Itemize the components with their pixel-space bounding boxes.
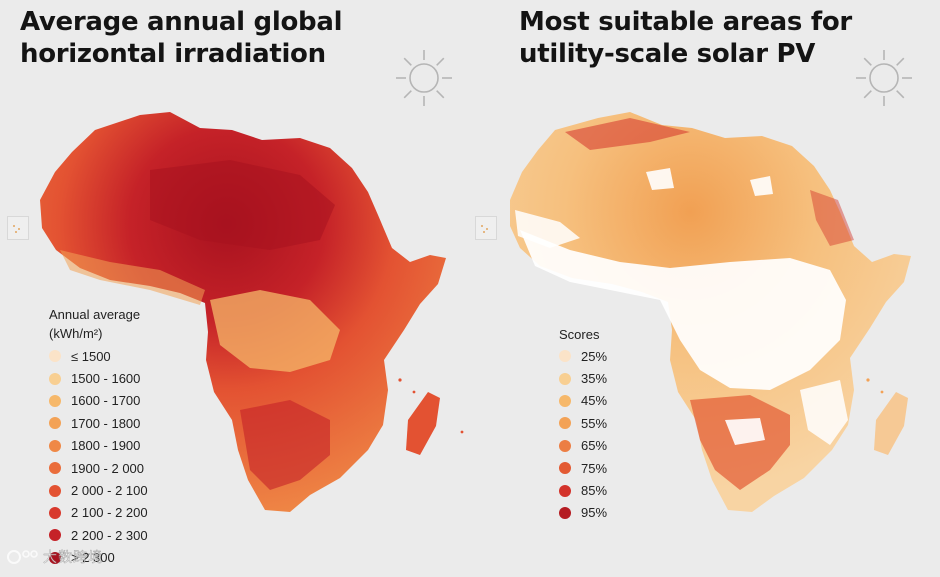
sahara-core	[150, 160, 335, 250]
irradiation-panel: Average annual global horizontal irradia…	[7, 6, 464, 569]
sahara-white-patch	[646, 168, 674, 190]
unsuitable-southeast	[800, 380, 848, 445]
madagascar	[874, 392, 908, 455]
legend-item: 85%	[559, 479, 607, 501]
island-inset-box	[7, 216, 29, 240]
watermark-text: 大数跨境	[43, 549, 103, 565]
legend-swatch	[559, 506, 571, 519]
sun-icon	[856, 50, 912, 106]
kalahari-white	[725, 418, 765, 445]
suitability-title-line1: Most suitable areas for	[519, 7, 852, 37]
legend-label: 55%	[581, 415, 608, 431]
legend-item: 65%	[559, 435, 607, 457]
unsuitable-central-belt	[520, 230, 846, 390]
legend-swatch	[49, 372, 61, 385]
legend-item: 1800 - 1900	[49, 435, 148, 457]
north-coast-high	[565, 118, 690, 150]
island-dot	[866, 378, 870, 382]
legend-label: 2 200 - 2 300	[71, 527, 148, 543]
legend-swatch	[559, 372, 571, 385]
irradiation-africa-map	[40, 112, 464, 512]
legend-swatch	[559, 484, 571, 497]
legend-item: 75%	[559, 457, 607, 479]
legend-label: 1500 - 1600	[71, 371, 141, 387]
legend-item: 1900 - 2 000	[49, 457, 148, 479]
suitability-africa-map	[510, 112, 911, 512]
legend-label: 85%	[581, 483, 608, 499]
legend-label: 2 000 - 2 100	[71, 483, 148, 499]
legend-label: 25%	[581, 348, 608, 364]
legend-swatch	[49, 506, 61, 519]
legend-label: 95%	[581, 505, 608, 521]
legend-swatch	[49, 350, 61, 363]
sahara-white-patch	[750, 176, 773, 196]
legend-item: 1500 - 1600	[49, 367, 148, 389]
legend-label: 65%	[581, 438, 608, 454]
gulf-coast-band	[60, 250, 205, 305]
sun-icon	[396, 50, 452, 106]
legend-item: 25%	[559, 345, 607, 367]
central-lowlands	[210, 290, 340, 372]
legend-label: 35%	[581, 371, 608, 387]
legend-label: 75%	[581, 460, 608, 476]
legend-label: 1600 - 1700	[71, 393, 141, 409]
legend-label: > 2 300	[71, 550, 115, 566]
legend-item: 1600 - 1700	[49, 390, 148, 412]
legend-label: 45%	[581, 393, 608, 409]
island-dot	[460, 430, 464, 434]
legend-swatch	[559, 394, 571, 407]
legend-item: 95%	[559, 502, 607, 524]
legend-swatch	[559, 417, 571, 430]
legend-swatch	[49, 551, 61, 564]
legend-swatch	[559, 462, 571, 475]
legend-item: 2 100 - 2 200	[49, 502, 148, 524]
legend-swatch	[49, 462, 61, 475]
irradiation-legend-unit: (kWh/m²)	[49, 326, 103, 341]
legend-swatch	[49, 394, 61, 407]
unsuitable-west-africa	[515, 210, 580, 248]
southern-high	[240, 400, 330, 490]
legend-label: 2 100 - 2 200	[71, 505, 148, 521]
suitability-title: Most suitable areas for utility-scale so…	[519, 6, 852, 70]
legend-item: 45%	[559, 390, 607, 412]
legend-item: 55%	[559, 412, 607, 434]
legend-item: > 2 300	[49, 547, 148, 569]
irradiation-title-line1: Average annual global	[20, 7, 343, 37]
irradiation-title-line2: horizontal irradiation	[20, 39, 326, 69]
irradiation-legend-title: Annual average	[49, 307, 141, 322]
legend-swatch	[559, 439, 571, 452]
legend-swatch	[49, 484, 61, 497]
watermark: 大数跨境	[6, 547, 103, 567]
island-dot	[398, 378, 402, 382]
legend-swatch	[49, 529, 61, 542]
irradiation-legend: Annual average (kWh/m²) ≤ 1500 1500 - 16…	[49, 306, 148, 569]
legend-swatch	[559, 350, 571, 363]
horn-high	[810, 190, 854, 246]
suitability-legend: Scores 25% 35% 45% 55% 65% 75% 85% 95%	[559, 326, 607, 524]
island-dot	[880, 390, 884, 394]
irradiation-title: Average annual global horizontal irradia…	[20, 6, 342, 70]
legend-swatch	[49, 417, 61, 430]
legend-item: 2 200 - 2 300	[49, 524, 148, 546]
suitability-legend-title: Scores	[559, 327, 600, 342]
legend-label: 1700 - 1800	[71, 415, 141, 431]
legend-item: ≤ 1500	[49, 345, 148, 367]
legend-item: 2 000 - 2 100	[49, 479, 148, 501]
island-inset-box	[475, 216, 497, 240]
suitability-panel: Most suitable areas for utility-scale so…	[470, 0, 940, 577]
watermark-logo-icon	[7, 550, 38, 564]
legend-label: ≤ 1500	[71, 348, 111, 364]
legend-item: 1700 - 1800	[49, 412, 148, 434]
legend-item: 35%	[559, 367, 607, 389]
suitability-title-line2: utility-scale solar PV	[519, 39, 816, 69]
legend-label: 1900 - 2 000	[71, 460, 145, 476]
legend-label: 1800 - 1900	[71, 438, 141, 454]
island-dot	[412, 390, 416, 394]
madagascar	[406, 392, 440, 455]
legend-swatch	[49, 439, 61, 452]
